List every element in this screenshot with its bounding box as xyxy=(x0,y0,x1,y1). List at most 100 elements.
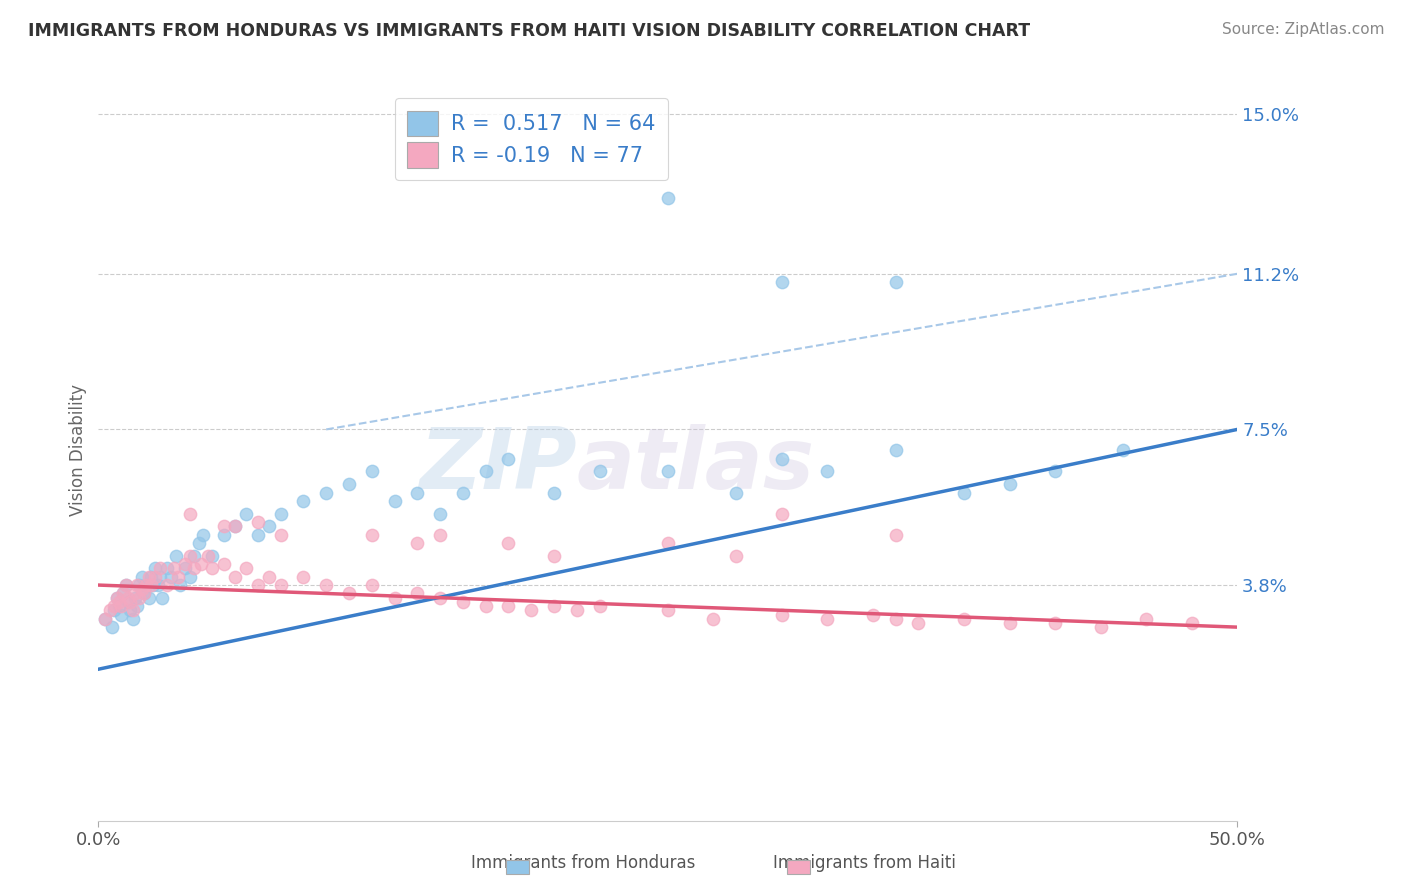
Point xyxy=(187,536,209,550)
Point xyxy=(112,586,135,600)
Point xyxy=(179,507,201,521)
Point xyxy=(145,569,167,583)
Point xyxy=(270,507,292,521)
Point xyxy=(174,561,197,575)
Point xyxy=(183,549,205,563)
Point xyxy=(108,599,131,613)
Point xyxy=(429,507,451,521)
Point xyxy=(259,519,281,533)
Point xyxy=(246,527,269,541)
Point xyxy=(998,615,1021,630)
Point xyxy=(132,586,155,600)
Point xyxy=(156,578,179,592)
Point xyxy=(103,599,125,613)
Point xyxy=(315,485,337,500)
Point xyxy=(131,569,153,583)
Point xyxy=(543,599,565,613)
Point xyxy=(212,519,235,533)
Point xyxy=(135,578,157,592)
Point xyxy=(201,549,224,563)
Point xyxy=(337,586,360,600)
Point xyxy=(114,578,136,592)
Point xyxy=(246,578,269,592)
Point xyxy=(270,527,292,541)
Point xyxy=(815,465,838,479)
Point xyxy=(114,578,136,592)
Point xyxy=(953,612,976,626)
Point xyxy=(149,569,172,583)
Point xyxy=(117,591,139,605)
Point xyxy=(406,485,429,500)
Point xyxy=(105,591,128,605)
Point xyxy=(145,561,167,575)
Text: ZIP: ZIP xyxy=(419,424,576,507)
Point xyxy=(1090,620,1112,634)
Point xyxy=(657,536,679,550)
Point xyxy=(138,591,160,605)
Point xyxy=(1043,615,1066,630)
Point xyxy=(360,578,382,592)
Point xyxy=(139,578,162,592)
Point xyxy=(725,549,748,563)
Point xyxy=(884,612,907,626)
Point xyxy=(121,612,143,626)
Point xyxy=(770,275,793,289)
Point xyxy=(212,557,235,571)
Point xyxy=(588,599,610,613)
Point xyxy=(384,591,406,605)
Point xyxy=(1181,615,1204,630)
Point xyxy=(174,557,197,571)
Point xyxy=(160,569,183,583)
Point xyxy=(94,612,117,626)
Point xyxy=(270,578,292,592)
Point xyxy=(162,561,184,575)
Point xyxy=(124,591,146,605)
Point xyxy=(146,578,169,592)
Point xyxy=(246,515,269,529)
Point xyxy=(101,620,124,634)
Point xyxy=(1112,443,1135,458)
Point xyxy=(384,494,406,508)
Point xyxy=(235,507,257,521)
Point xyxy=(770,451,793,466)
Point xyxy=(165,549,187,563)
Point xyxy=(197,549,219,563)
Point xyxy=(150,591,173,605)
Point xyxy=(429,527,451,541)
Point xyxy=(128,578,150,592)
Point xyxy=(128,591,150,605)
Point xyxy=(657,191,679,205)
Point xyxy=(224,519,246,533)
Point xyxy=(292,569,315,583)
Point xyxy=(657,465,679,479)
Point xyxy=(1135,612,1157,626)
Y-axis label: Vision Disability: Vision Disability xyxy=(69,384,87,516)
Point xyxy=(360,527,382,541)
Point xyxy=(429,591,451,605)
Point xyxy=(131,582,153,597)
Point xyxy=(884,275,907,289)
Point xyxy=(1043,465,1066,479)
Point xyxy=(105,591,128,605)
Point xyxy=(884,527,907,541)
Legend: R =  0.517   N = 64, R = -0.19   N = 77: R = 0.517 N = 64, R = -0.19 N = 77 xyxy=(395,98,668,180)
Point xyxy=(543,549,565,563)
Point xyxy=(907,615,929,630)
Point xyxy=(953,485,976,500)
Point xyxy=(169,578,191,592)
Point xyxy=(201,561,224,575)
Point xyxy=(315,578,337,592)
Point xyxy=(193,527,215,541)
Point xyxy=(142,578,165,592)
Point xyxy=(770,607,793,622)
Point xyxy=(110,599,132,613)
Text: Source: ZipAtlas.com: Source: ZipAtlas.com xyxy=(1222,22,1385,37)
Point xyxy=(124,586,146,600)
Point xyxy=(127,599,149,613)
Point xyxy=(862,607,884,622)
Point xyxy=(224,519,246,533)
Point xyxy=(224,569,246,583)
Point xyxy=(498,451,520,466)
Point xyxy=(565,603,588,617)
Point xyxy=(127,578,149,592)
